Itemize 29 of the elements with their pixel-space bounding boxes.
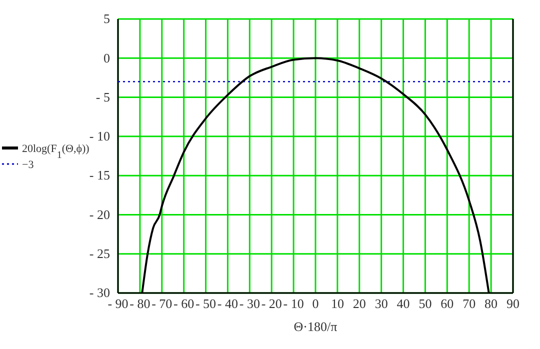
y-tick-label: - 15 <box>89 168 110 183</box>
y-tick-label: - 20 <box>89 206 110 222</box>
x-tick-label: 60 <box>440 296 454 312</box>
y-tick-label: 5 <box>104 11 110 26</box>
y-tick-label: - 10 <box>89 128 110 144</box>
x-tick-label: 50 <box>418 296 432 312</box>
x-tick-label: 10 <box>330 296 344 312</box>
y-tick-label: - 5 <box>96 89 110 104</box>
x-tick-label: - 20 <box>261 296 282 312</box>
x-tick-label: 40 <box>396 296 410 312</box>
x-tick-label: - 70 <box>152 296 172 312</box>
y-tick-label: - 30 <box>89 285 110 300</box>
x-tick-label: 80 <box>484 296 498 312</box>
x-tick-label: 70 <box>462 296 476 312</box>
x-axis-title: Θ·180/π <box>294 319 338 334</box>
y-tick-label: 0 <box>104 50 110 66</box>
legend-label: −3 <box>22 159 34 171</box>
x-tick-label: - 40 <box>217 296 238 312</box>
x-tick-label: - 10 <box>283 296 304 312</box>
x-tick-label: 0 <box>312 296 319 312</box>
x-tick-label: - 90 <box>108 296 128 312</box>
x-tick-label: 20 <box>352 296 366 312</box>
x-tick-label: - 80 <box>130 296 150 312</box>
y-tick-label: - 25 <box>89 246 110 262</box>
x-tick-label: 30 <box>374 296 388 312</box>
x-tick-label: - 60 <box>174 296 194 312</box>
x-tick-label: - 30 <box>239 296 260 312</box>
x-tick-label: 90 <box>506 296 520 312</box>
x-tick-label: - 50 <box>195 296 216 312</box>
